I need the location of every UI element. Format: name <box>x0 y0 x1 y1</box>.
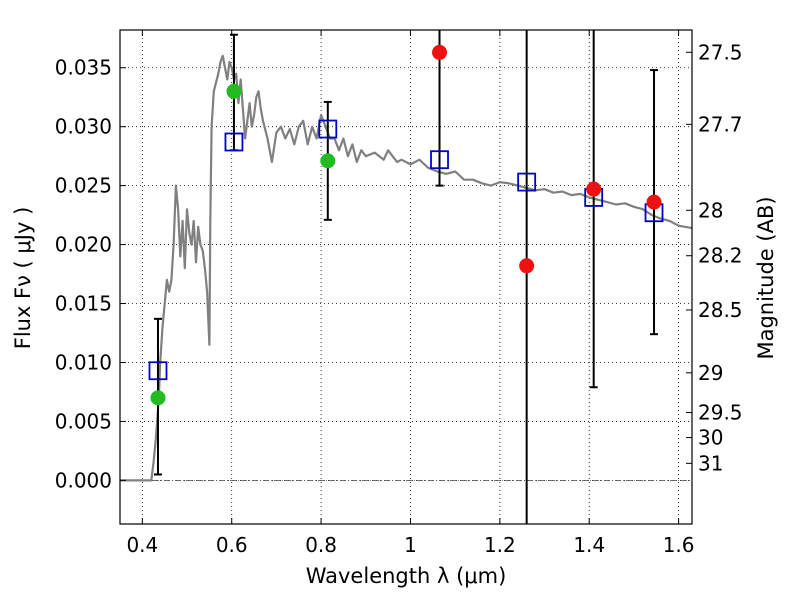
model-photometry-square <box>430 150 449 170</box>
ticks-layer: 0.4 0.6 0.8 1 1.2 1.4 1.6 0.000 0.005 0.010 0.015 0… <box>55 30 743 557</box>
x-tick-label: 1.2 <box>484 533 516 557</box>
magnitude-tick-label: 29.5 <box>698 401 743 425</box>
y-tick-label: 0.020 <box>55 233 112 257</box>
model-spectrum-layer <box>120 54 693 482</box>
x-tick-label: 0.8 <box>305 533 337 557</box>
y-tick-label: 0.005 <box>55 409 112 433</box>
plot-frame <box>119 29 693 525</box>
x-axis-label: Wavelength λ (μm) <box>306 564 507 588</box>
magnitude-tick-label: 28.2 <box>698 244 743 268</box>
detection-point <box>226 83 242 99</box>
model-photometry-square <box>517 172 537 192</box>
magnitude-tick-label: 28 <box>698 198 723 222</box>
detection-point <box>150 390 166 406</box>
model-photometry-square <box>318 119 338 139</box>
magnitude-tick-label: 30 <box>698 426 723 450</box>
y-tick-label: 0.030 <box>55 115 112 139</box>
model-photometry-square <box>224 132 244 152</box>
non-detection-point <box>519 258 535 274</box>
y-tick-label: 0.000 <box>55 468 112 492</box>
x-tick-label: 1.6 <box>663 533 695 557</box>
x-tick-label: 1 <box>404 533 417 557</box>
y-tick-label: 0.010 <box>55 350 112 374</box>
model-spectrum-line <box>120 54 693 482</box>
magnitude-tick-label: 29 <box>698 361 723 385</box>
y-tick-label: 0.025 <box>55 174 112 198</box>
magnitude-axis-label: Magnitude (AB) <box>754 196 778 359</box>
magnitude-tick-label: 28.5 <box>698 298 743 322</box>
y-tick-label: 0.035 <box>55 56 112 80</box>
non-detection-point <box>432 44 448 60</box>
detection-point <box>320 153 336 169</box>
x-tick-label: 0.6 <box>216 533 248 557</box>
non-detection-point <box>586 181 602 197</box>
magnitude-tick-label: 27.5 <box>698 40 743 64</box>
markers-layer <box>148 44 664 406</box>
y-axis-label: Flux Fν ( μJy ) <box>11 207 35 350</box>
magnitude-tick-label: 31 <box>698 451 723 475</box>
non-detection-point <box>646 194 662 210</box>
x-tick-label: 1.4 <box>573 533 605 557</box>
error-bars-layer <box>153 30 659 524</box>
y-tick-label: 0.015 <box>55 292 112 316</box>
model-photometry-square <box>148 361 168 381</box>
x-tick-label: 0.4 <box>126 533 158 557</box>
magnitude-tick-label: 27.7 <box>698 112 743 136</box>
